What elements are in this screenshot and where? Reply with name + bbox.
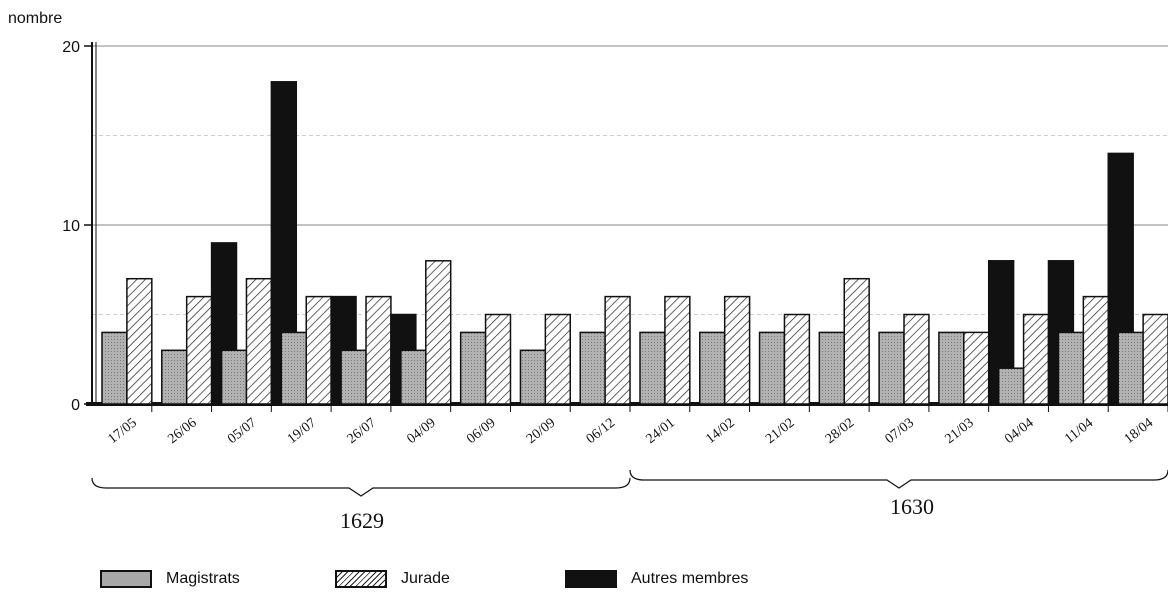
legend-jurade: Jurade: [335, 570, 450, 588]
bar-jurade: [723, 295, 751, 405]
y-axis-title: nombre: [8, 10, 63, 27]
bar-jurade: [484, 313, 512, 405]
x-tick-label: 21/02: [763, 416, 797, 447]
bar-magistrats: [758, 331, 786, 405]
x-tick-label: 06/12: [584, 416, 618, 447]
x-tick-label: 26/06: [165, 416, 199, 447]
x-tick-label: 11/04: [1062, 416, 1096, 447]
bar-jurade: [544, 313, 572, 405]
bar-jurade: [963, 331, 990, 405]
x-tick-label: 17/05: [106, 416, 140, 447]
bar-jurade: [365, 295, 392, 405]
x-tick-label: 04/04: [1002, 416, 1036, 447]
bar-magistrats: [818, 331, 845, 405]
bar-jurade: [664, 295, 691, 405]
bar-jurade: [604, 295, 631, 405]
bar-magistrats: [938, 331, 965, 405]
bar-magistrats: [459, 331, 487, 405]
bar-jurade: [245, 277, 273, 405]
bar-magistrats: [997, 367, 1025, 405]
year-label-1630: 1630: [890, 494, 934, 519]
x-tick-label: 18/04: [1122, 416, 1156, 447]
x-tick-label: 04/09: [404, 416, 438, 447]
bar-magistrats: [699, 331, 726, 405]
legend-label-magistrats: Magistrats: [166, 570, 240, 587]
bar-magistrats: [161, 349, 188, 405]
bar-jurade: [425, 260, 452, 405]
bar-magistrats: [579, 331, 606, 405]
bar-jurade: [783, 313, 811, 405]
legend-label-autres: Autres membres: [631, 570, 749, 587]
bar-magistrats: [1117, 331, 1144, 405]
x-tick-label: 20/09: [524, 416, 558, 447]
y-tick-label: 10: [62, 218, 80, 235]
x-tick-label: 06/09: [464, 416, 498, 447]
bar-jurade: [305, 295, 332, 405]
x-tick-label: 26/07: [345, 416, 379, 447]
bar-jurade: [1022, 313, 1050, 405]
bar-jurade: [1082, 295, 1110, 405]
bar-magistrats: [280, 331, 307, 405]
bar-magistrats: [400, 349, 427, 405]
legend-autres-membres: Autres membres: [565, 570, 748, 588]
x-tick-label: 05/07: [225, 416, 259, 447]
legend-swatch-magistrats: [100, 570, 152, 588]
bar-jurade: [1142, 313, 1168, 405]
bar-magistrats: [220, 349, 248, 405]
bar-jurade: [843, 277, 870, 405]
bar-jurade: [126, 277, 153, 405]
year-brace-1629: [91, 477, 631, 497]
legend-magistrats: Magistrats: [100, 570, 240, 588]
bar-jurade: [903, 313, 930, 405]
x-tick-label: 21/03: [942, 416, 976, 447]
bar-magistrats: [519, 349, 547, 405]
bar-magistrats: [1057, 331, 1085, 405]
legend-swatch-autres: [565, 570, 617, 588]
y-tick-label: 20: [62, 39, 80, 56]
x-tick-label: 19/07: [285, 416, 319, 447]
bar-jurade: [185, 295, 213, 405]
bar-magistrats: [340, 349, 367, 405]
legend-label-jurade: Jurade: [401, 570, 450, 587]
legend-swatch-jurade: [335, 570, 387, 588]
bar-magistrats: [101, 331, 128, 405]
year-brace-1630: [629, 469, 1168, 489]
x-tick-label: 28/02: [823, 416, 857, 447]
x-tick-label: 24/01: [644, 416, 678, 447]
bar-magistrats: [878, 331, 905, 405]
x-tick-label: 07/03: [883, 416, 917, 447]
y-tick-label: 0: [71, 397, 80, 414]
year-label-1629: 1629: [340, 508, 384, 533]
x-tick-label: 14/02: [703, 416, 737, 447]
bar-magistrats: [639, 331, 666, 405]
